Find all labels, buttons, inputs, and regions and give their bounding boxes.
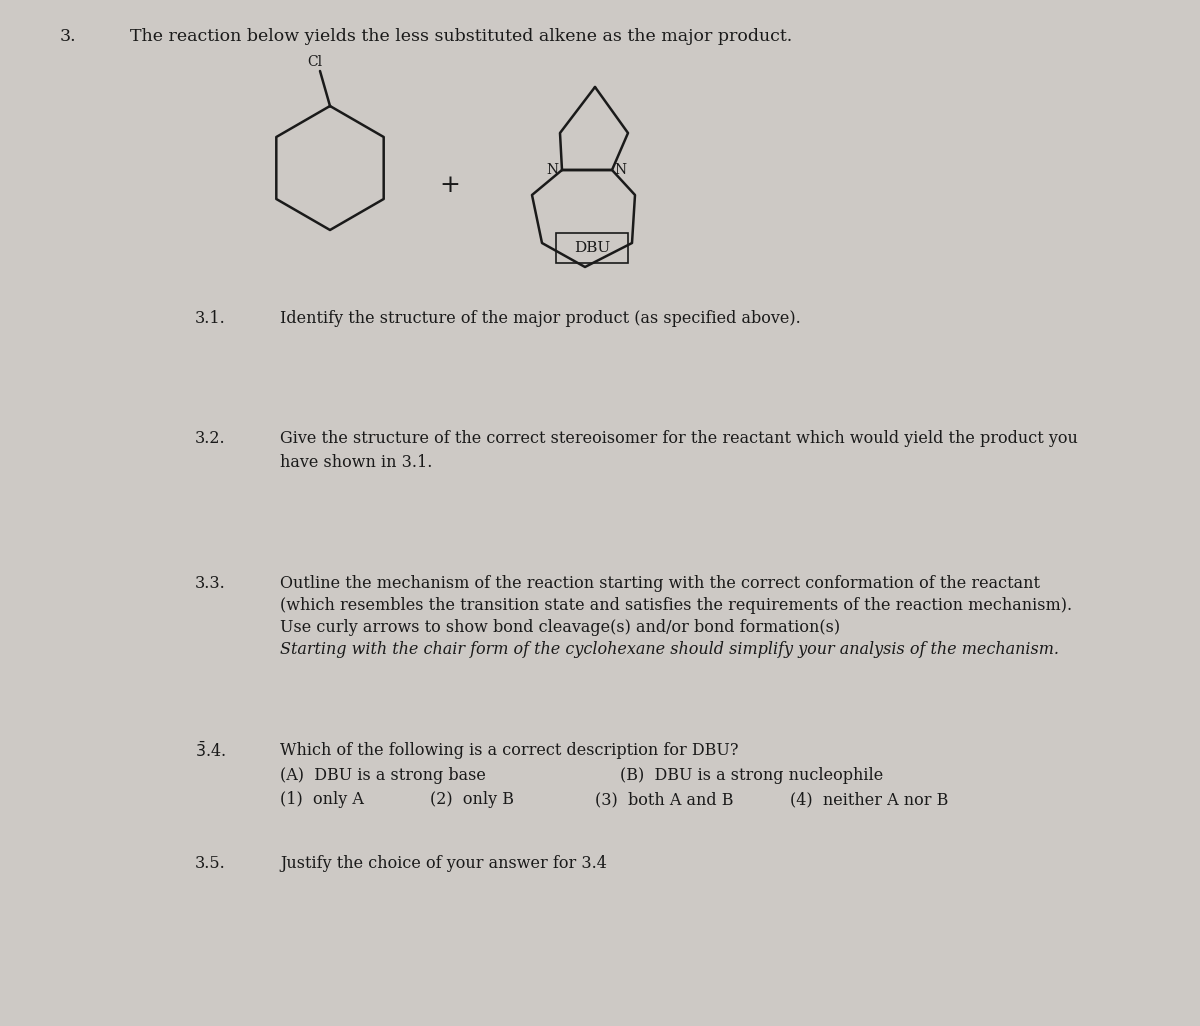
Text: $\bar{3}$.4.: $\bar{3}$.4. — [194, 742, 226, 761]
Text: Give the structure of the correct stereoisomer for the reactant which would yiel: Give the structure of the correct stereo… — [280, 430, 1078, 447]
Text: Outline the mechanism of the reaction starting with the correct conformation of : Outline the mechanism of the reaction st… — [280, 575, 1040, 592]
Text: Cl: Cl — [307, 55, 323, 69]
Text: (A)  DBU is a strong base: (A) DBU is a strong base — [280, 767, 486, 784]
Text: (B)  DBU is a strong nucleophile: (B) DBU is a strong nucleophile — [620, 767, 883, 784]
Text: +: + — [439, 173, 461, 197]
Text: The reaction below yields the less substituted alkene as the major product.: The reaction below yields the less subst… — [130, 28, 792, 45]
Text: 3.: 3. — [60, 28, 77, 45]
Text: Use curly arrows to show bond cleavage(s) and/or bond formation(s): Use curly arrows to show bond cleavage(s… — [280, 619, 840, 636]
Text: Starting with the chair form of the cyclohexane should simplify your analysis of: Starting with the chair form of the cycl… — [280, 641, 1060, 658]
Text: (which resembles the transition state and satisfies the requirements of the reac: (which resembles the transition state an… — [280, 597, 1072, 614]
FancyBboxPatch shape — [556, 233, 628, 263]
Text: 3.1.: 3.1. — [194, 310, 226, 327]
Text: (3)  both A and B: (3) both A and B — [595, 791, 733, 808]
Text: Which of the following is a correct description for DBU?: Which of the following is a correct desc… — [280, 742, 738, 759]
Text: 3.5.: 3.5. — [194, 855, 226, 872]
Text: DBU: DBU — [574, 241, 610, 255]
Text: (1)  only A: (1) only A — [280, 791, 364, 808]
Text: Justify the choice of your answer for 3.4: Justify the choice of your answer for 3.… — [280, 855, 607, 872]
Text: 3.2.: 3.2. — [194, 430, 226, 447]
Text: N: N — [614, 163, 626, 177]
Text: 3.3.: 3.3. — [194, 575, 226, 592]
Text: N: N — [546, 163, 558, 177]
Text: (2)  only B: (2) only B — [430, 791, 514, 808]
Text: Identify the structure of the major product (as specified above).: Identify the structure of the major prod… — [280, 310, 800, 327]
Text: have shown in 3.1.: have shown in 3.1. — [280, 453, 432, 471]
Text: (4)  neither A nor B: (4) neither A nor B — [790, 791, 948, 808]
